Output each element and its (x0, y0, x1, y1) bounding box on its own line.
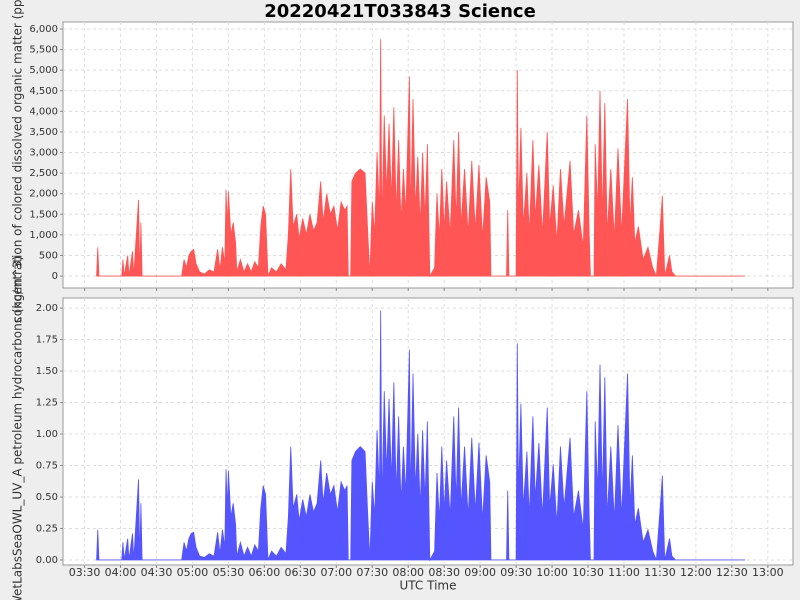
x-tick-label: 03:30 (69, 566, 101, 579)
x-axis-label: UTC Time (400, 579, 457, 593)
y-tick-label: 3,500 (29, 127, 58, 138)
x-tick-label: 06:30 (284, 566, 316, 579)
x-tick-label: 10:30 (572, 566, 604, 579)
y-tick-label: 4,500 (29, 86, 58, 97)
y-tick-label: 0 (52, 271, 58, 282)
x-tick-label: 04:30 (141, 566, 173, 579)
y-tick-label: 4,000 (29, 106, 58, 117)
x-tick-label: 05:30 (213, 566, 245, 579)
y-tick-label: 2.00 (36, 303, 58, 314)
y-tick-label: 0.75 (36, 461, 58, 472)
y-axis-label: concentration of colored dissolved organ… (11, 0, 25, 323)
y-tick-label: 0.50 (36, 492, 58, 503)
x-tick-label: 10:00 (536, 566, 568, 579)
x-tick-label: 08:00 (392, 566, 424, 579)
y-tick-label: 1.75 (36, 335, 58, 346)
area (96, 39, 746, 278)
y-tick-label: 1,500 (29, 209, 58, 220)
y-tick-label: 2,000 (29, 189, 58, 200)
x-tick-label: 07:30 (356, 566, 388, 579)
x-tick-label: 13:00 (752, 566, 784, 579)
x-tick-label: 05:00 (177, 566, 209, 579)
x-tick-label: 12:30 (716, 566, 748, 579)
y-tick-label: 500 (39, 250, 58, 261)
y-tick-label: 1.25 (36, 398, 58, 409)
x-tick-label: 08:30 (428, 566, 460, 579)
x-tick-label: 11:00 (608, 566, 640, 579)
x-tick-label: 06:00 (249, 566, 281, 579)
y-tick-label: 3,000 (29, 148, 58, 159)
y-tick-label: 5,000 (29, 65, 58, 76)
y-tick-label: 1.00 (36, 429, 58, 440)
y-tick-label: 0.00 (36, 555, 58, 566)
x-tick-label: 12:00 (680, 566, 712, 579)
chart-title: 20220421T033843 Science (264, 1, 536, 22)
y-tick-label: 5,500 (29, 45, 58, 56)
y-tick-label: 0.25 (36, 523, 58, 534)
x-tick-label: 09:30 (500, 566, 532, 579)
x-tick-label: 04:00 (105, 566, 137, 579)
x-tick-label: 09:00 (464, 566, 496, 579)
y-tick-label: 2,500 (29, 168, 58, 179)
y-tick-label: 1,000 (29, 230, 58, 241)
y-axis-label: WetLabsSeaOWL_UV_A petroleum hydrocarbon… (11, 256, 25, 600)
y-tick-label: 6,000 (29, 24, 58, 35)
x-tick-label: 11:30 (644, 566, 676, 579)
y-tick-label: 1.50 (36, 366, 58, 377)
x-tick-label: 07:00 (320, 566, 352, 579)
area (96, 310, 746, 562)
